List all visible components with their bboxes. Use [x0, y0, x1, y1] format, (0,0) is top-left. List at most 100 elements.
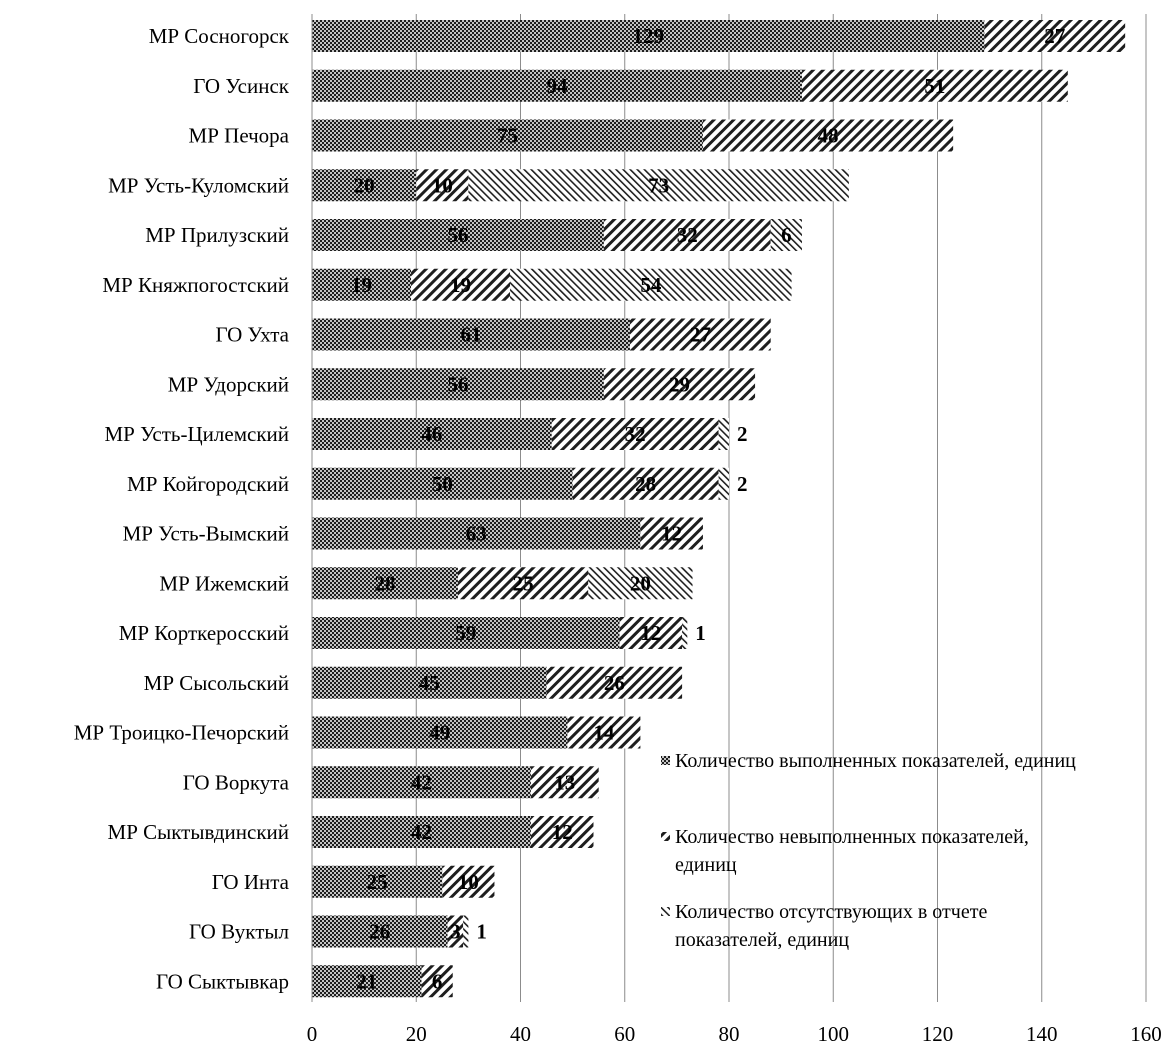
bar-segment-series-1	[312, 816, 531, 848]
data-label-series-2: 51	[924, 74, 945, 98]
category-label: МР Сыктывдинский	[108, 820, 289, 844]
x-tick-label-20: 20	[406, 1022, 427, 1046]
category-label: МР Прилузский	[145, 223, 289, 247]
x-tick-label-160: 160	[1130, 1022, 1162, 1046]
x-tick-label-100: 100	[818, 1022, 850, 1046]
category-label: МР Удорский	[168, 372, 289, 396]
bar-layer	[312, 20, 1126, 998]
data-label-series-2: 29	[669, 372, 690, 396]
bar-segment-series-3	[718, 467, 729, 500]
bar-segment-series-2	[411, 268, 511, 301]
bar-segment-series-2	[551, 418, 719, 450]
data-label-series-3: 1	[695, 621, 706, 645]
bar-segment-series-3	[510, 268, 792, 301]
bar-segment-series-3	[682, 617, 688, 649]
x-tick-label-40: 40	[510, 1022, 531, 1046]
bar-segment-series-2	[447, 915, 464, 948]
bar-segment-series-2	[442, 865, 495, 898]
data-label-series-2: 10	[458, 870, 479, 894]
bar-segment-series-2	[546, 666, 683, 699]
legend: Количество выполненных показателей, един…	[661, 750, 1076, 951]
data-label-series-3: 2	[737, 472, 748, 496]
bar-segment-series-3	[463, 915, 469, 948]
category-label: МР Усть-Вымский	[123, 522, 289, 546]
legend-label-series-3: показателей, единиц	[675, 929, 849, 951]
data-label-series-2: 27	[690, 323, 711, 347]
data-label-series-2: 12	[661, 522, 682, 546]
bar-segment-series-1	[312, 69, 802, 102]
legend-swatch-series-1	[661, 756, 670, 765]
data-label-series-2: 26	[604, 671, 625, 695]
data-label-series-2: 19	[450, 273, 471, 297]
bar-segment-series-2	[567, 716, 641, 749]
category-label: ГО Вуктыл	[189, 920, 289, 944]
data-label-series-2: 10	[432, 173, 453, 197]
data-label-series-1: 56	[447, 372, 468, 396]
category-label: ГО Усинск	[193, 74, 289, 98]
data-label-series-2: 6	[432, 969, 443, 993]
data-label-series-1: 46	[421, 422, 442, 446]
bar-segment-series-2	[702, 119, 954, 152]
data-label-series-2: 28	[635, 472, 656, 496]
bar-segment-series-2	[421, 965, 453, 998]
bar-segment-series-1	[312, 766, 531, 799]
legend-swatch-series-2	[661, 832, 670, 841]
data-label-series-2: 25	[513, 571, 534, 595]
bar-segment-series-1	[312, 517, 641, 550]
data-label-series-1: 25	[367, 870, 388, 894]
bar-segment-series-2	[530, 816, 594, 848]
data-label-series-2: 12	[640, 621, 661, 645]
data-label-series-3: 2	[737, 422, 748, 446]
data-label-series-1: 75	[497, 124, 518, 148]
data-label-series-3: 20	[630, 571, 651, 595]
data-label-series-1: 19	[351, 273, 372, 297]
data-label-series-1: 61	[460, 323, 481, 347]
bar-segment-series-3	[588, 567, 693, 600]
data-label-series-1: 94	[546, 74, 568, 98]
category-label: МР Сысольский	[144, 671, 289, 695]
category-label: ГО Воркута	[183, 770, 290, 794]
category-label: МР Троицко-Печорский	[74, 721, 289, 745]
data-label-series-1: 28	[374, 571, 395, 595]
data-label-series-1: 42	[411, 820, 432, 844]
bar-segment-series-2	[530, 766, 599, 799]
category-label: МР Печора	[189, 124, 290, 148]
data-label-series-3: 73	[648, 173, 669, 197]
bar-segment-series-2	[572, 467, 719, 500]
data-label-series-1: 63	[466, 522, 487, 546]
x-tick-label-60: 60	[614, 1022, 635, 1046]
bar-segment-series-1	[312, 169, 417, 202]
bar-segment-series-2	[603, 368, 756, 401]
data-label-series-2: 12	[552, 820, 573, 844]
data-label-series-1: 20	[354, 173, 375, 197]
data-label-series-3: 1	[476, 920, 487, 944]
category-label: ГО Сыктывкар	[156, 969, 289, 993]
legend-label-series-2: Количество невыполненных показателей,	[675, 826, 1029, 848]
category-label: МР Сосногорск	[149, 24, 290, 48]
category-label: МР Койгородский	[127, 472, 289, 496]
bar-segment-series-1	[312, 268, 412, 301]
data-label-series-3: 6	[781, 223, 792, 247]
grid-layer	[415, 14, 1147, 1002]
bar-segment-series-1	[312, 666, 547, 699]
data-label-series-2: 32	[625, 422, 646, 446]
data-label-series-1: 49	[429, 721, 450, 745]
bar-segment-series-2	[629, 318, 771, 351]
category-label: МР Корткеросский	[119, 621, 289, 645]
x-tick-label-140: 140	[1026, 1022, 1058, 1046]
data-label-series-1: 42	[411, 770, 432, 794]
bar-segment-series-1	[312, 716, 568, 749]
bar-segment-series-3	[718, 418, 729, 450]
x-tick-label-80: 80	[719, 1022, 740, 1046]
bar-segment-series-1	[312, 965, 422, 998]
bar-segment-series-1	[312, 119, 703, 152]
data-label-series-1: 21	[356, 969, 377, 993]
bar-segment-series-1	[312, 219, 604, 251]
bar-segment-series-2	[619, 617, 683, 649]
label-layer: МР Сосногорск 1 29 27 ГО Усинск 94 51 МР Печора…	[74, 24, 1066, 993]
bar-segment-series-3	[468, 169, 849, 202]
bar-segment-series-2	[801, 69, 1068, 102]
data-label-series-1: 56	[447, 223, 468, 247]
data-label-series-1: 59	[455, 621, 476, 645]
